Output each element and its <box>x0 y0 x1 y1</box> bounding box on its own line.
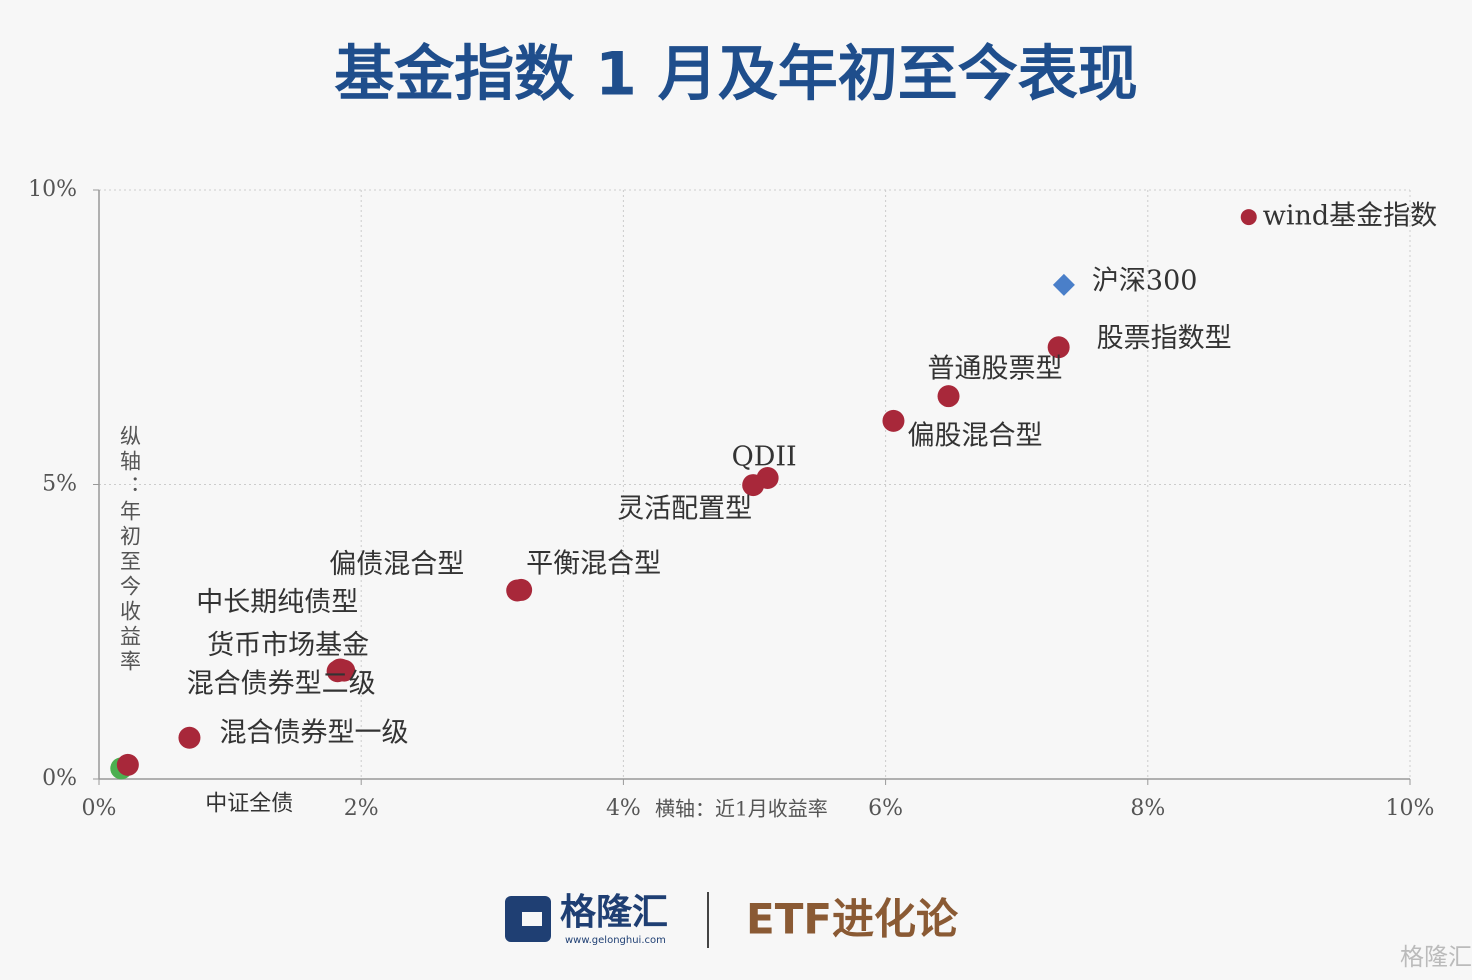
point <box>1047 336 1070 359</box>
x-tick-label: 6% <box>868 796 903 821</box>
point <box>178 726 201 749</box>
logo-icon-cut <box>522 912 542 926</box>
point <box>882 409 905 432</box>
point-label: 普通股票型 <box>928 354 1063 385</box>
point-label: 货币市场基金 <box>207 630 369 661</box>
point <box>937 385 960 408</box>
point <box>326 660 349 683</box>
x-tick-label: 2% <box>344 796 379 821</box>
x-tick-label: 8% <box>1130 796 1165 821</box>
point-label: 沪深300 <box>1092 265 1198 296</box>
point <box>1240 209 1257 226</box>
point <box>116 753 139 776</box>
watermark: 格隆汇 <box>1400 943 1472 971</box>
point-label: wind基金指数 <box>1263 201 1437 232</box>
y-tick-label: 5% <box>42 472 77 497</box>
point-label: QDII <box>732 442 797 473</box>
point-label: 灵活配置型 <box>617 494 752 525</box>
column-name: ETF进化论 <box>746 895 959 944</box>
point-label: 混合债券型二级 <box>187 669 376 700</box>
x-tick-label: 4% <box>606 796 641 821</box>
y-axis-label: 纵轴：年初至今收益率 <box>118 425 142 675</box>
x-tick-label: 0% <box>82 796 117 821</box>
point-label: 中长期纯债型 <box>196 587 358 618</box>
brand: 格隆汇 <box>560 892 668 933</box>
chart-title: 基金指数 1 月及年初至今表现 <box>334 40 1138 110</box>
brand-url: www.gelonghui.com <box>565 935 666 946</box>
y-tick-label: 10% <box>28 177 77 202</box>
x-tick-label: 10% <box>1386 796 1435 821</box>
point-label: 偏债混合型 <box>329 549 464 580</box>
footer: 格隆汇 www.gelonghui.com ETF进化论 格隆汇 <box>505 892 1472 971</box>
point-label: 中证全债 <box>205 791 293 816</box>
point-label: 偏股混合型 <box>907 420 1042 451</box>
point <box>506 579 529 602</box>
y-tick-label: 0% <box>42 766 77 791</box>
point <box>742 474 765 497</box>
point-label: 平衡混合型 <box>526 548 661 579</box>
point-label: 股票指数型 <box>1097 323 1232 354</box>
x-axis-label: 横轴：近1月收益率 <box>655 797 828 821</box>
point-diamond <box>1052 273 1075 296</box>
point-label: 混合债券型一级 <box>219 717 408 748</box>
